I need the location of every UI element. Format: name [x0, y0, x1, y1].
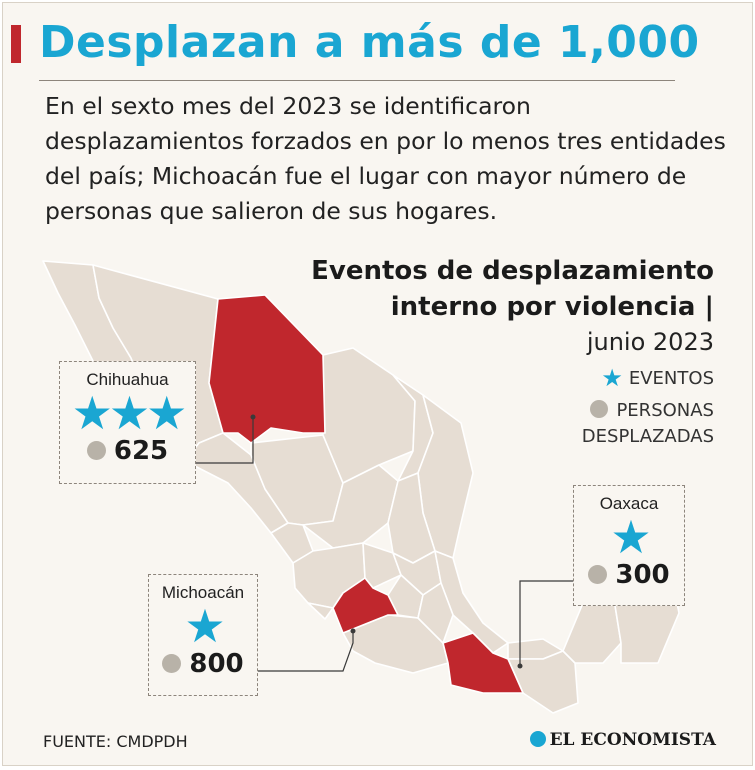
coahuila-state: [322, 347, 416, 484]
dot-icon: [162, 654, 182, 673]
accent-bar: [11, 25, 21, 63]
source-note: FUENTE: CMDPDH: [43, 732, 188, 751]
dot-icon: [588, 565, 608, 584]
legend-events-label: EVENTOS: [628, 368, 714, 389]
chihuahua-leader: [173, 417, 254, 464]
map-title: Eventos de desplazamiento interno por vi…: [311, 253, 714, 359]
events-stars-michoacan: ★: [184, 599, 225, 653]
puebla-state: [417, 582, 454, 644]
map-legend: ★ EVENTOS PERSONAS DESPLAZADAS: [582, 365, 714, 450]
michoacan-state: [332, 577, 399, 634]
brand-name: EL ECONOMISTA: [549, 730, 716, 750]
state-name-chihuahua: Chihuahua: [86, 370, 169, 389]
oaxaca-leader: [519, 580, 575, 666]
dot-icon: [86, 441, 106, 460]
callout-chihuahua: Chihuahua ★★★ 625: [59, 361, 196, 484]
map-title-line-1: Eventos de desplazamiento: [311, 256, 714, 286]
legend-people-line-2: DESPLAZADAS: [581, 426, 714, 447]
legend-people: PERSONAS: [582, 398, 714, 424]
guanajuato-state: [362, 542, 402, 589]
events-stars-oaxaca: ★: [610, 510, 651, 564]
dot-icon: [590, 400, 609, 418]
events-stars-chihuahua: ★★★: [71, 386, 188, 440]
people-count-oaxaca: 300: [574, 560, 684, 590]
nayarit-state: [270, 522, 314, 564]
chiapas-state: [507, 650, 579, 714]
people-count-chihuahua: 625: [60, 436, 195, 466]
intro-paragraph: En el sexto mes del 2023 se identificaro…: [45, 92, 726, 225]
economista-logo-icon: [529, 731, 546, 747]
callout-oaxaca: Oaxaca ★ 300: [573, 485, 685, 606]
map-subtitle: junio 2023: [586, 328, 714, 356]
people-count-michoacan: 800: [149, 649, 257, 679]
brand-logo: EL ECONOMISTA: [529, 730, 716, 750]
state-name-oaxaca: Oaxaca: [599, 494, 659, 513]
legend-people-label-1: PERSONAS: [616, 400, 714, 421]
headline-divider: [39, 80, 675, 81]
legend-events: ★ EVENTOS: [582, 365, 714, 392]
state-name-michoacan: Michoacán: [161, 583, 245, 602]
star-icon: ★: [601, 364, 623, 392]
headline: Desplazan a más de 1,000: [39, 17, 700, 68]
map-title-line-2: interno por violencia |: [390, 292, 714, 322]
colima-state: [307, 602, 334, 620]
callout-michoacan: Michoacán ★ 800: [148, 574, 258, 696]
oaxaca-state: [442, 632, 524, 694]
chihuahua-state: [208, 294, 326, 444]
michoacan-leader: [258, 631, 354, 672]
